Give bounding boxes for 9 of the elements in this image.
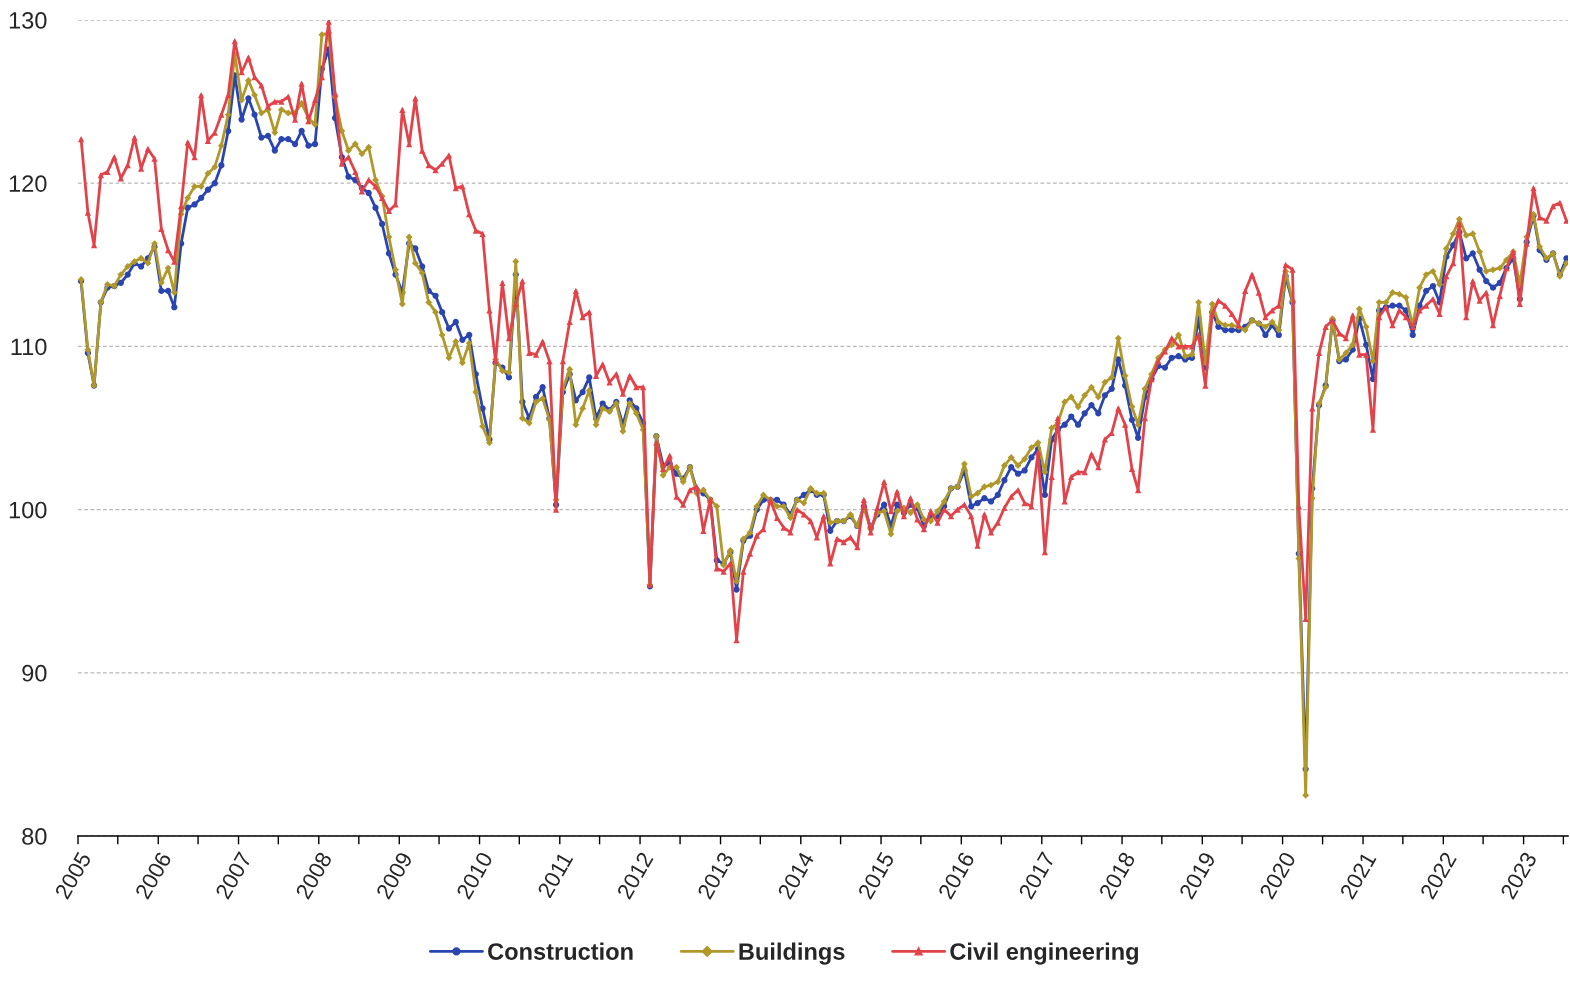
y-tick-label: 80 (22, 828, 47, 845)
y-tick-label: 100 (9, 501, 47, 519)
legend-label: Civil engineering (950, 942, 1138, 965)
y-tick-label: 90 (22, 664, 47, 682)
legend-label: Buildings (739, 942, 845, 965)
legend-label: Construction (488, 942, 633, 960)
y-tick-label: 120 (9, 175, 47, 192)
y-tick-label: 110 (11, 338, 47, 356)
y-tick-label: 130 (9, 12, 47, 29)
